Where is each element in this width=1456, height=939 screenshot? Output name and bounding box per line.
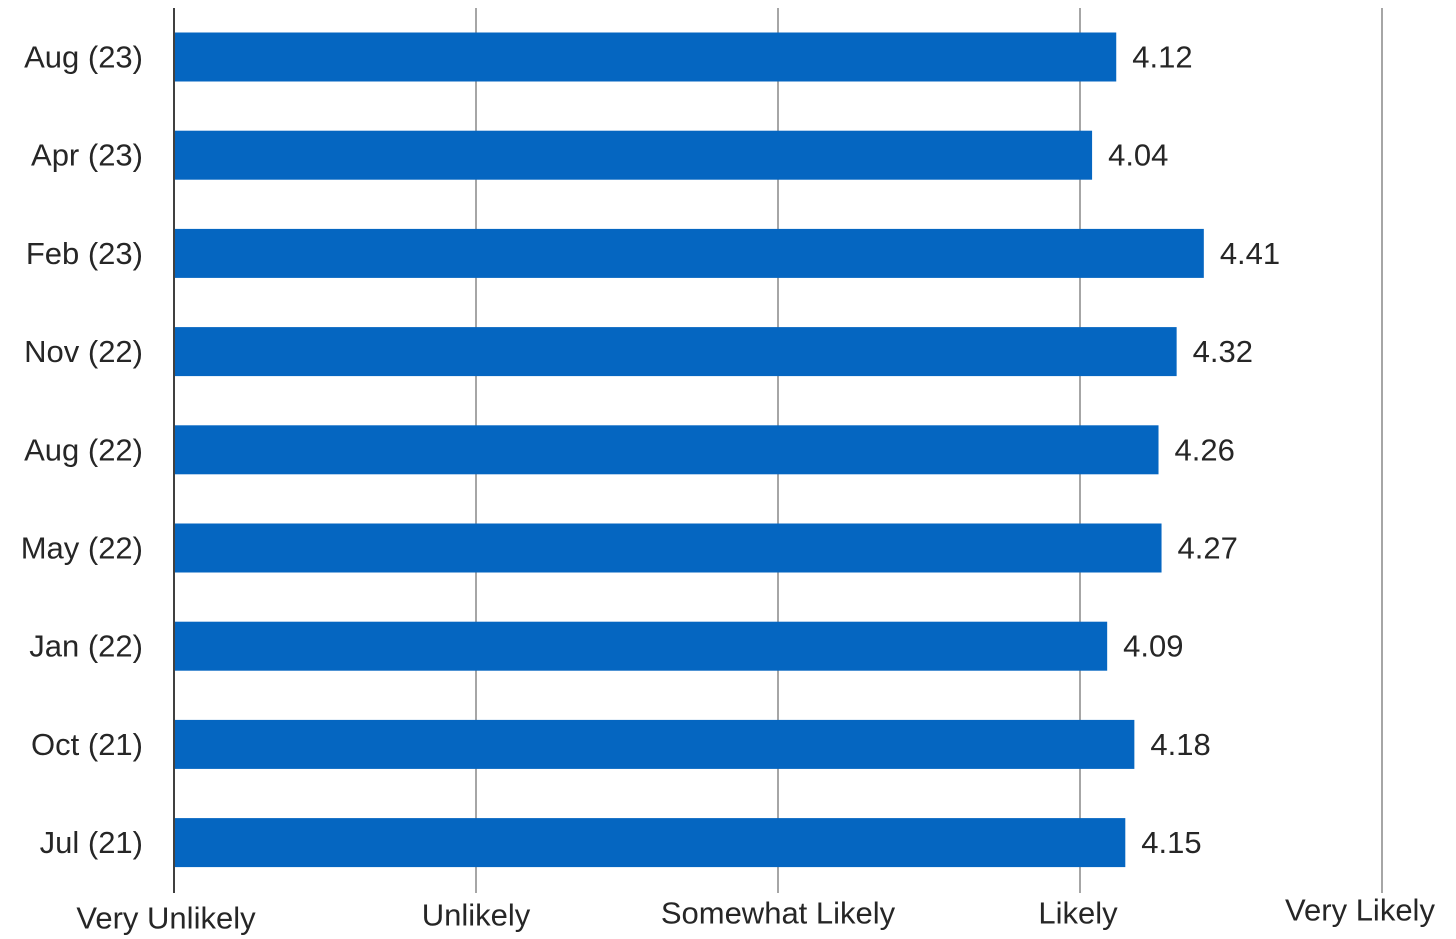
category-label: Feb (23)	[26, 236, 143, 271]
data-label: 4.32	[1193, 334, 1253, 369]
data-label: 4.41	[1220, 236, 1280, 271]
x-tick-label: Very Likely	[1285, 893, 1435, 928]
data-label: 4.18	[1150, 727, 1210, 762]
category-label: Nov (22)	[24, 334, 143, 369]
bar	[174, 621, 1108, 671]
category-label: Oct (21)	[31, 727, 143, 762]
bar	[174, 719, 1135, 769]
x-tick-label: Likely	[1038, 896, 1118, 931]
category-label: Jan (22)	[29, 629, 143, 664]
category-label: Apr (23)	[31, 138, 143, 173]
bar	[174, 818, 1126, 868]
category-label: Jul (21)	[40, 825, 143, 860]
bar	[174, 32, 1117, 82]
x-tick-label: Very Unlikely	[76, 901, 256, 936]
bar	[174, 425, 1159, 475]
data-label: 4.12	[1132, 40, 1192, 75]
data-label: 4.15	[1141, 825, 1201, 860]
category-label: Aug (23)	[24, 40, 143, 75]
x-tick-label: Unlikely	[422, 898, 531, 933]
x-tick-label: Somewhat Likely	[661, 896, 896, 931]
data-label: 4.27	[1178, 531, 1238, 566]
bar	[174, 130, 1093, 180]
labels: Aug (23) 4.12 Apr (23) 4.04 Feb (23) 4.41 Nov …	[21, 40, 1436, 936]
category-label: Aug (22)	[24, 432, 143, 467]
bars	[174, 32, 1204, 868]
category-label: May (22)	[21, 531, 143, 566]
bar	[174, 228, 1204, 278]
data-label: 4.04	[1108, 138, 1168, 173]
bar	[174, 327, 1177, 377]
bar	[174, 523, 1162, 573]
data-label: 4.09	[1123, 629, 1183, 664]
data-label: 4.26	[1175, 432, 1235, 467]
